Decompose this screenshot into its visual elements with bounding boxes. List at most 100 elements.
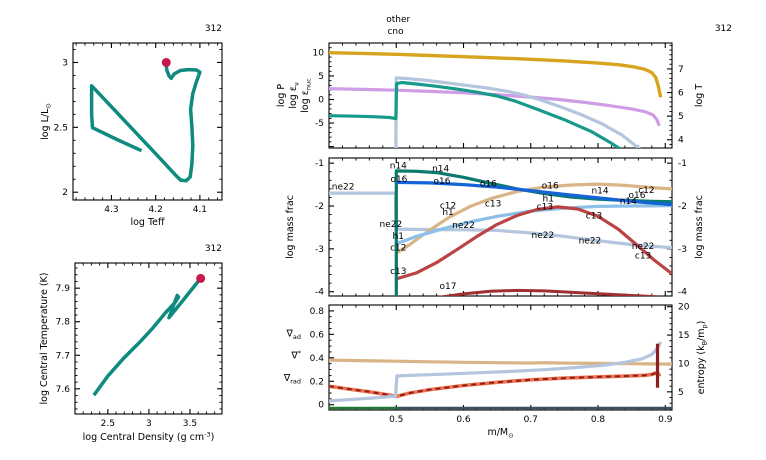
x-tick-label: 3 bbox=[146, 419, 152, 429]
y2-tick-label: 7 bbox=[678, 65, 684, 75]
y-tick-label: 3 bbox=[62, 58, 68, 68]
hr-y-axis-title: log L/L⊙ bbox=[40, 103, 53, 140]
y-tick-label: 0.2 bbox=[310, 377, 324, 387]
hr-ticks bbox=[73, 43, 222, 200]
x-tick-label: 4.2 bbox=[149, 205, 163, 215]
model-number-label-profiles: 312 bbox=[714, 24, 732, 34]
x-tick-label: 4.3 bbox=[104, 205, 118, 215]
annotation-n14: n14 bbox=[591, 187, 608, 197]
abund-y-axis-title: log mass frac bbox=[285, 195, 296, 259]
annotation-c13: c13 bbox=[635, 252, 651, 262]
series-entropy bbox=[329, 341, 663, 403]
power-series bbox=[329, 51, 663, 148]
y-axis-title-1: log P bbox=[276, 84, 287, 108]
y-tick-label: -2 bbox=[315, 202, 324, 212]
series-log-eps-nu bbox=[329, 80, 622, 148]
hr-series bbox=[89, 62, 202, 183]
y-tick-label: 0 bbox=[318, 401, 324, 411]
series-c13 bbox=[395, 205, 672, 281]
y-tick-label: -5 bbox=[315, 119, 324, 129]
grad-panel: 20 15 10 5 0.5 0.6 0.7 0.8 0.9 0.8 0.6 0.4 0.2 0 m/M⊙ e… bbox=[283, 303, 709, 440]
x-tick-label: 2.5 bbox=[101, 419, 115, 429]
grad-x-axis-title: m/M⊙ bbox=[487, 427, 513, 440]
series-grad-star bbox=[329, 371, 657, 398]
y-tick-label: 0.4 bbox=[310, 354, 325, 364]
x-tick-label: 0.5 bbox=[389, 415, 403, 425]
y-tick-label: -1 bbox=[315, 159, 324, 169]
annotation-n14: n14 bbox=[390, 161, 407, 171]
annotation-n14: n14 bbox=[432, 165, 449, 175]
annotation-c13: c13 bbox=[586, 211, 602, 221]
model-number-label-hr: 312 bbox=[204, 24, 222, 34]
hr-x-axis-title: log Teff bbox=[130, 217, 165, 228]
side-label-: ∇* bbox=[290, 349, 301, 362]
y-axis-title-2: log εν bbox=[288, 82, 301, 109]
y2-tick-label: 5 bbox=[678, 112, 684, 122]
current-model-dot bbox=[161, 57, 171, 67]
plot-frame bbox=[328, 157, 673, 297]
y-tick-label: -3 bbox=[315, 245, 324, 255]
annotation-c12: c12 bbox=[440, 202, 456, 212]
annotation-o16: o16 bbox=[629, 191, 646, 201]
y2-tick-label: 20 bbox=[678, 303, 690, 313]
hr-panel: 4.3 4.2 4.1 3 2.5 2 log Teff log L/L⊙ bbox=[40, 42, 223, 228]
y2-tick-label: 6 bbox=[678, 89, 684, 99]
tcrho-x-axis-title: log Central Density (g cm-3) bbox=[83, 431, 215, 444]
side-label-rad: ∇rad bbox=[283, 373, 301, 386]
series-o16 bbox=[396, 180, 672, 207]
y2-tick-label: 10 bbox=[678, 359, 690, 369]
y2-tick-label: -4 bbox=[678, 288, 687, 298]
model-number-label-tcrho: 312 bbox=[204, 244, 222, 254]
annotation-o16: o16 bbox=[434, 177, 451, 187]
annotation-ne22: ne22 bbox=[380, 220, 403, 230]
x-tick-label: 0.6 bbox=[456, 415, 471, 425]
y-tick-label: -4 bbox=[315, 288, 324, 298]
tcrho-y-axis-title: log Central Temperature (K) bbox=[39, 273, 50, 405]
y-tick-label: 0.8 bbox=[310, 307, 325, 317]
annotation-c12: c12 bbox=[390, 244, 406, 254]
annotation-c13: c13 bbox=[390, 267, 406, 277]
annotation-o16: o16 bbox=[390, 175, 407, 185]
y-tick-label: 0 bbox=[318, 96, 324, 106]
y-tick-label: 10 bbox=[313, 48, 325, 58]
y2-tick-label: -1 bbox=[678, 159, 687, 169]
annotation-c13: c13 bbox=[537, 202, 553, 212]
y2-tick-label: 4 bbox=[678, 136, 684, 146]
plot-frame bbox=[72, 42, 223, 201]
plot-frame bbox=[328, 42, 673, 149]
y2-tick-label: -2 bbox=[678, 202, 687, 212]
tcrho-series bbox=[92, 277, 202, 397]
x-tick-label: 0.8 bbox=[591, 415, 606, 425]
series-evolution-track bbox=[89, 62, 202, 183]
series-log-P bbox=[329, 87, 661, 127]
annotation-c12: c12 bbox=[638, 186, 654, 196]
grad-right-axis-title: entropy (kB/mp) bbox=[696, 321, 709, 395]
y-tick-label: 7.9 bbox=[56, 284, 71, 294]
burn-zone-label-other: other bbox=[386, 15, 410, 25]
burn-zone-label-cno: cno bbox=[387, 27, 404, 37]
annotation-ne22: ne22 bbox=[579, 237, 602, 247]
y2-tick-label: -3 bbox=[678, 245, 687, 255]
series-log-eps-nuc bbox=[394, 76, 641, 148]
x-tick-label: 3.5 bbox=[183, 419, 197, 429]
annotation-c13: c13 bbox=[485, 199, 501, 209]
annotation-ne22: ne22 bbox=[452, 221, 475, 231]
y-tick-label: 7.7 bbox=[56, 351, 70, 361]
x-tick-label: 0.9 bbox=[658, 415, 673, 425]
series-central-conditions-track bbox=[92, 277, 202, 397]
grad-series bbox=[329, 341, 672, 410]
annotation-ne22: ne22 bbox=[632, 242, 655, 252]
tcrho-panel: 2.5 3 3.5 7.9 7.8 7.7 7.6 log Central Density (… bbox=[39, 262, 223, 444]
side-label-ad: ∇ad bbox=[286, 329, 301, 342]
plot-frame bbox=[328, 304, 673, 411]
annotation-ne22: ne22 bbox=[332, 183, 355, 193]
series-h1 bbox=[395, 204, 672, 246]
annotation-ne22: ne22 bbox=[532, 231, 555, 241]
annotation-o17: o17 bbox=[440, 282, 457, 292]
annotation-o16: o16 bbox=[480, 179, 497, 189]
annotation-h1: h1 bbox=[393, 232, 404, 242]
